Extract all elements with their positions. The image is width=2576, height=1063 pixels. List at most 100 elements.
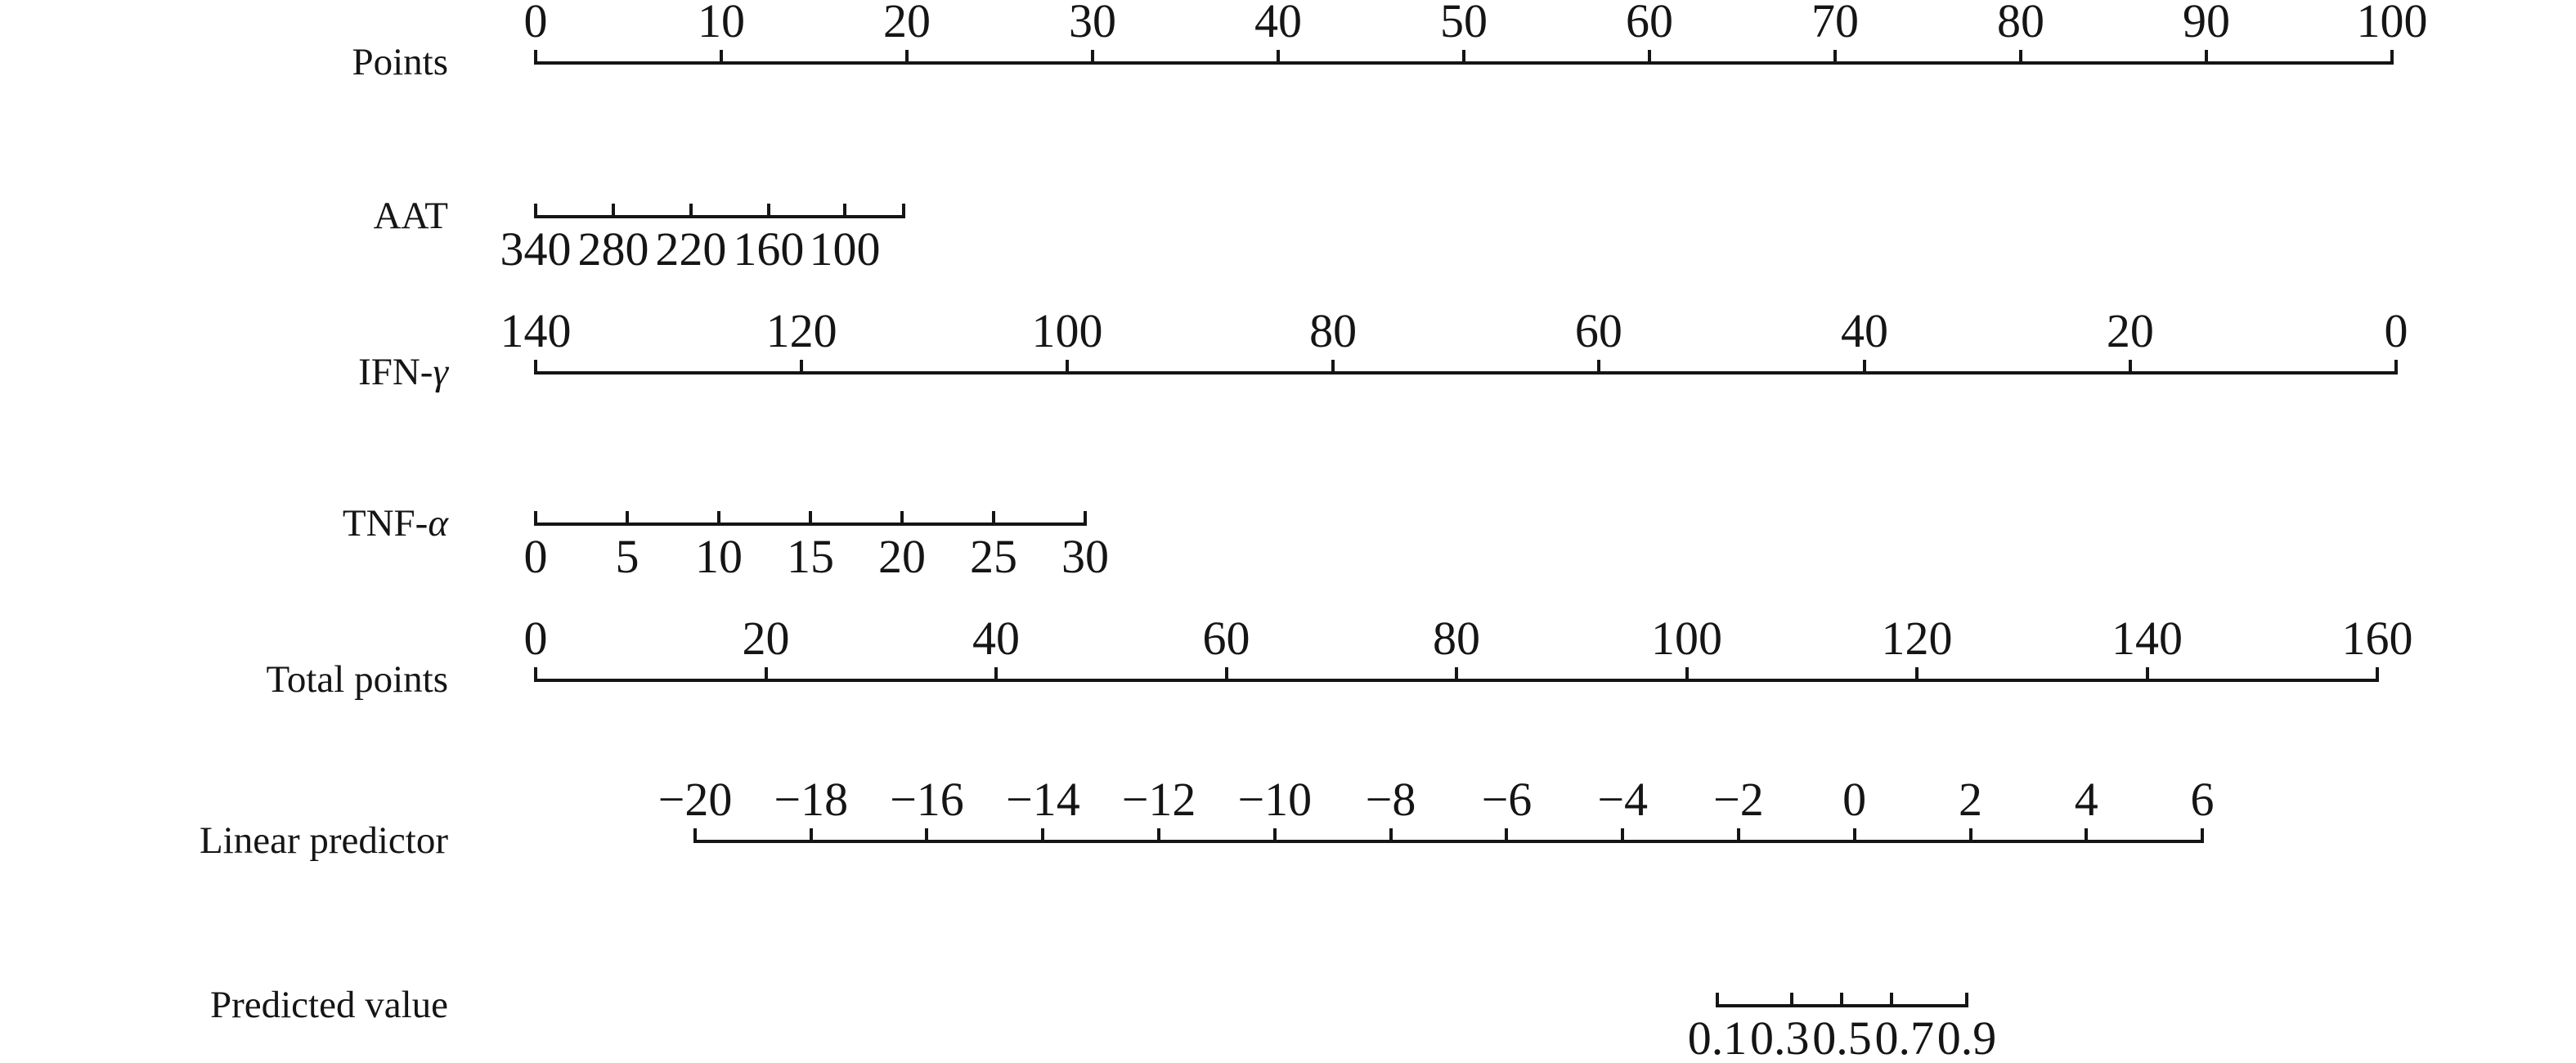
axis-tick (1965, 993, 1968, 1007)
axis-tick (2019, 50, 2022, 65)
axis-label-text: Predicted value (209, 984, 448, 1026)
tick-label: −14 (1006, 773, 1080, 826)
axis-tick (534, 360, 537, 375)
axis-tick (534, 667, 537, 682)
axis-tick (1462, 50, 1465, 65)
axis-label-text: Total points (266, 658, 448, 701)
tick-label: −8 (1365, 773, 1416, 826)
axis-label-predicted-value: Predicted value (0, 986, 448, 1025)
axis-line-ifn-gamma (534, 371, 2398, 375)
tick-label: −20 (657, 773, 733, 826)
tick-label: 40 (1254, 0, 1302, 47)
axis-tick (925, 828, 929, 843)
axis-tick (1915, 667, 1919, 682)
tick-label: 0 (2384, 304, 2408, 357)
axis-tick (1277, 50, 1280, 65)
axis-label-text: TNF- (342, 502, 429, 545)
axis-tick (800, 360, 804, 375)
tick-label: 340 (500, 222, 572, 276)
tick-label: 100 (2356, 0, 2428, 47)
tick-label: 20 (878, 530, 927, 583)
tick-label: −16 (890, 773, 964, 826)
tick-label: 0.7 (1874, 1011, 1935, 1063)
axis-line-linear-predictor (693, 840, 2204, 843)
tick-label: 100 (1031, 304, 1103, 357)
axis-tick (991, 511, 995, 526)
axis-tick (1091, 50, 1094, 65)
tick-label: 220 (655, 222, 727, 276)
axis-tick (809, 828, 813, 843)
tick-label: −10 (1237, 773, 1313, 826)
axis-label-text: AAT (373, 195, 448, 237)
axis-tick (994, 667, 998, 682)
axis-tick (689, 204, 693, 218)
tick-label: 120 (1881, 612, 1953, 665)
tick-label: 40 (1841, 304, 1889, 357)
axis-tick (2394, 360, 2398, 375)
tick-label: 280 (577, 222, 649, 276)
axis-tick (1224, 667, 1228, 682)
axis-line-aat (534, 215, 905, 218)
axis-tick (1852, 828, 1856, 843)
tick-label: −2 (1713, 773, 1764, 826)
tick-label: 0 (523, 530, 548, 583)
axis-label-aat: AAT (0, 197, 448, 235)
axis-tick (1331, 360, 1335, 375)
axis-label-greek: α (428, 502, 448, 545)
tick-label: 120 (765, 304, 837, 357)
axis-tick (693, 828, 697, 843)
axis-tick (1716, 993, 1719, 1007)
tick-label: 140 (2112, 612, 2183, 665)
tick-label: 0.5 (1812, 1011, 1872, 1063)
axis-tick (1889, 993, 1893, 1007)
axis-tick (2376, 667, 2379, 682)
tick-label: 80 (1997, 0, 2044, 47)
tick-label: −12 (1121, 773, 1196, 826)
axis-tick (1863, 360, 1867, 375)
axis-tick (809, 511, 812, 526)
axis-tick (766, 204, 770, 218)
tick-label: 30 (1061, 530, 1109, 583)
tick-label: 20 (742, 612, 790, 665)
axis-tick (1736, 828, 1740, 843)
tick-label: 90 (2183, 0, 2230, 47)
tick-label: 25 (969, 530, 1017, 583)
tick-label: 5 (615, 530, 640, 583)
axis-tick (1833, 50, 1837, 65)
axis-tick (611, 204, 615, 218)
axis-label-greek: γ (433, 351, 448, 393)
axis-tick (2145, 667, 2149, 682)
axis-tick (764, 667, 768, 682)
axis-label-total-points: Total points (0, 661, 448, 699)
axis-label-text: IFN- (358, 351, 433, 393)
axis-tick (1505, 828, 1509, 843)
tick-label: 15 (787, 530, 834, 583)
axis-tick (843, 204, 846, 218)
axis-tick (534, 50, 537, 65)
axis-label-ifn-gamma: IFN-γ (0, 353, 448, 392)
axis-tick (1621, 828, 1625, 843)
axis-tick (1596, 360, 1600, 375)
axis-tick (900, 511, 904, 526)
axis-label-linear-predictor: Linear predictor (0, 822, 448, 860)
axis-tick (534, 511, 537, 526)
tick-label: 20 (883, 0, 931, 47)
axis-tick (1839, 993, 1843, 1007)
tick-label: 140 (500, 304, 572, 357)
axis-tick (1455, 667, 1458, 682)
tick-label: 0 (523, 612, 548, 665)
axis-tick (1065, 360, 1069, 375)
axis-tick (716, 511, 720, 526)
axis-tick (1968, 828, 1972, 843)
axis-tick (905, 50, 909, 65)
tick-label: 50 (1440, 0, 1488, 47)
tick-label: 10 (698, 0, 745, 47)
axis-tick (2390, 50, 2394, 65)
axis-tick (1157, 828, 1161, 843)
tick-label: 30 (1069, 0, 1116, 47)
tick-label: 60 (1626, 0, 1673, 47)
tick-label: 0.9 (1936, 1011, 1997, 1063)
tick-label: 160 (2341, 612, 2413, 665)
axis-label-text: Points (352, 41, 448, 83)
